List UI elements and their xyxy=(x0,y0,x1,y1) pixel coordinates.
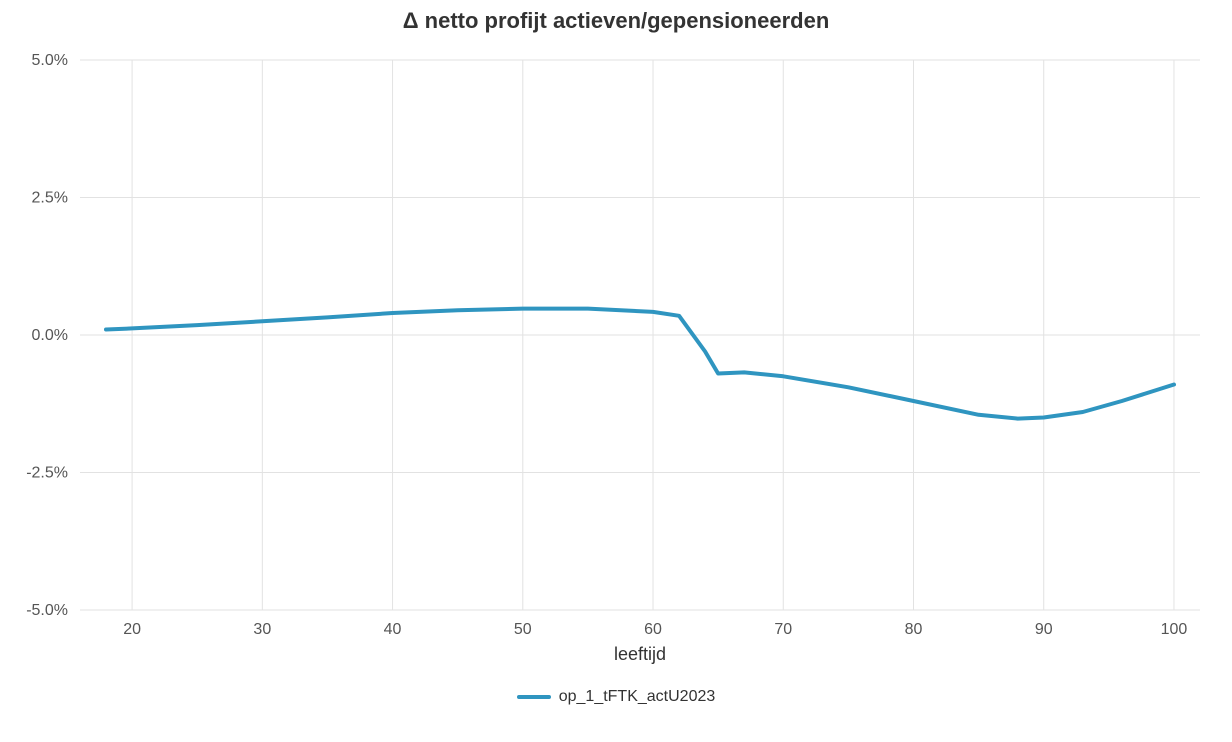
x-tick-label: 40 xyxy=(384,621,402,638)
x-tick-label: 80 xyxy=(905,621,923,638)
y-tick-label: 0.0% xyxy=(32,327,68,344)
x-tick-label: 70 xyxy=(774,621,792,638)
series-line xyxy=(106,309,1174,419)
legend-label: op_1_tFTK_actU2023 xyxy=(559,688,716,705)
y-tick-label: 5.0% xyxy=(32,52,68,69)
legend: op_1_tFTK_actU2023 xyxy=(0,688,1232,706)
gridlines xyxy=(80,60,1200,610)
chart-container: Δ netto profijt actieven/gepensioneerden… xyxy=(0,0,1232,742)
x-tick-label: 60 xyxy=(644,621,662,638)
legend-swatch xyxy=(517,695,551,699)
y-tick-label: -2.5% xyxy=(26,465,68,482)
y-tick-label: 2.5% xyxy=(32,190,68,207)
x-tick-label: 90 xyxy=(1035,621,1053,638)
y-tick-label: -5.0% xyxy=(26,602,68,619)
x-tick-label: 30 xyxy=(253,621,271,638)
x-tick-label: 100 xyxy=(1161,621,1188,638)
x-axis-label: leeftijd xyxy=(614,644,666,664)
chart-svg: -5.0% -2.5% 0.0% 2.5% 5.0% 20 30 40 50 60 70 80 90 10… xyxy=(0,0,1232,742)
x-tick-label: 50 xyxy=(514,621,532,638)
x-tick-label: 20 xyxy=(123,621,141,638)
